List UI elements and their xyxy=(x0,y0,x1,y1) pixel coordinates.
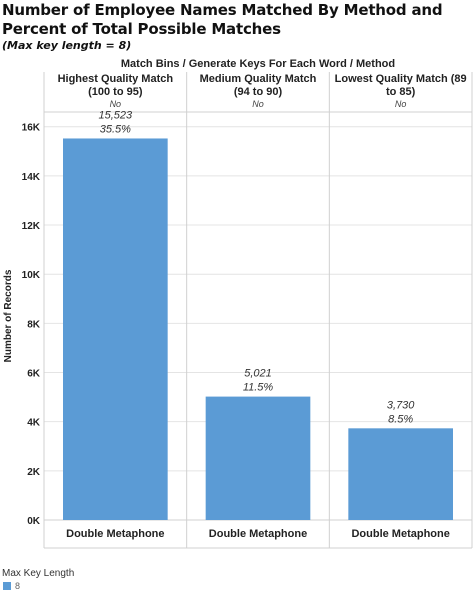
bar-percent-label: 11.5% xyxy=(243,382,274,394)
header-title: Match Bins / Generate Keys For Each Word… xyxy=(121,58,395,70)
y-tick-label: 2K xyxy=(27,467,41,478)
y-tick-label: 6K xyxy=(27,369,41,380)
generate-keys-label: No xyxy=(252,99,264,109)
y-tick-label: 0K xyxy=(27,516,41,527)
y-axis-label: Number of Records xyxy=(3,269,14,362)
y-tick-label: 8K xyxy=(27,319,41,330)
y-tick-label: 16K xyxy=(22,123,41,134)
legend-swatch xyxy=(3,581,11,590)
legend-item[interactable]: 8 xyxy=(3,580,20,591)
bar-value-label: 15,523 xyxy=(99,109,134,121)
bar xyxy=(205,396,311,520)
method-label: Double Metaphone xyxy=(66,528,164,540)
column-header-label: Highest Quality Match (100 to 95) xyxy=(58,73,174,98)
chart-subtitle: (Max key length = 8) xyxy=(2,39,132,52)
method-label: Double Metaphone xyxy=(351,528,449,540)
bar-percent-label: 35.5% xyxy=(100,123,131,135)
y-tick-label: 10K xyxy=(22,270,41,281)
y-tick-label: 14K xyxy=(22,172,41,183)
y-tick-label: 12K xyxy=(22,221,41,232)
y-tick-label: 4K xyxy=(27,418,41,429)
legend-title: Max Key Length xyxy=(2,568,75,579)
bar-value-label: 3,730 xyxy=(387,399,415,411)
chart-title: Number of Employee Names Matched By Meth… xyxy=(2,1,443,38)
column-header-label: Lowest Quality Match (89 to 85) xyxy=(335,73,467,98)
bar xyxy=(63,138,168,521)
bar-percent-label: 8.5% xyxy=(388,413,413,425)
bar-value-label: 5,021 xyxy=(244,368,272,380)
generate-keys-label: No xyxy=(395,99,407,109)
bar xyxy=(348,428,453,520)
method-label: Double Metaphone xyxy=(209,528,307,540)
bar-chart: Match Bins / Generate Keys For Each Word… xyxy=(3,58,473,549)
legend-item-label: 8 xyxy=(15,580,21,591)
column-header-label: Medium Quality Match (94 to 90) xyxy=(200,73,317,98)
generate-keys-label: No xyxy=(110,99,122,109)
